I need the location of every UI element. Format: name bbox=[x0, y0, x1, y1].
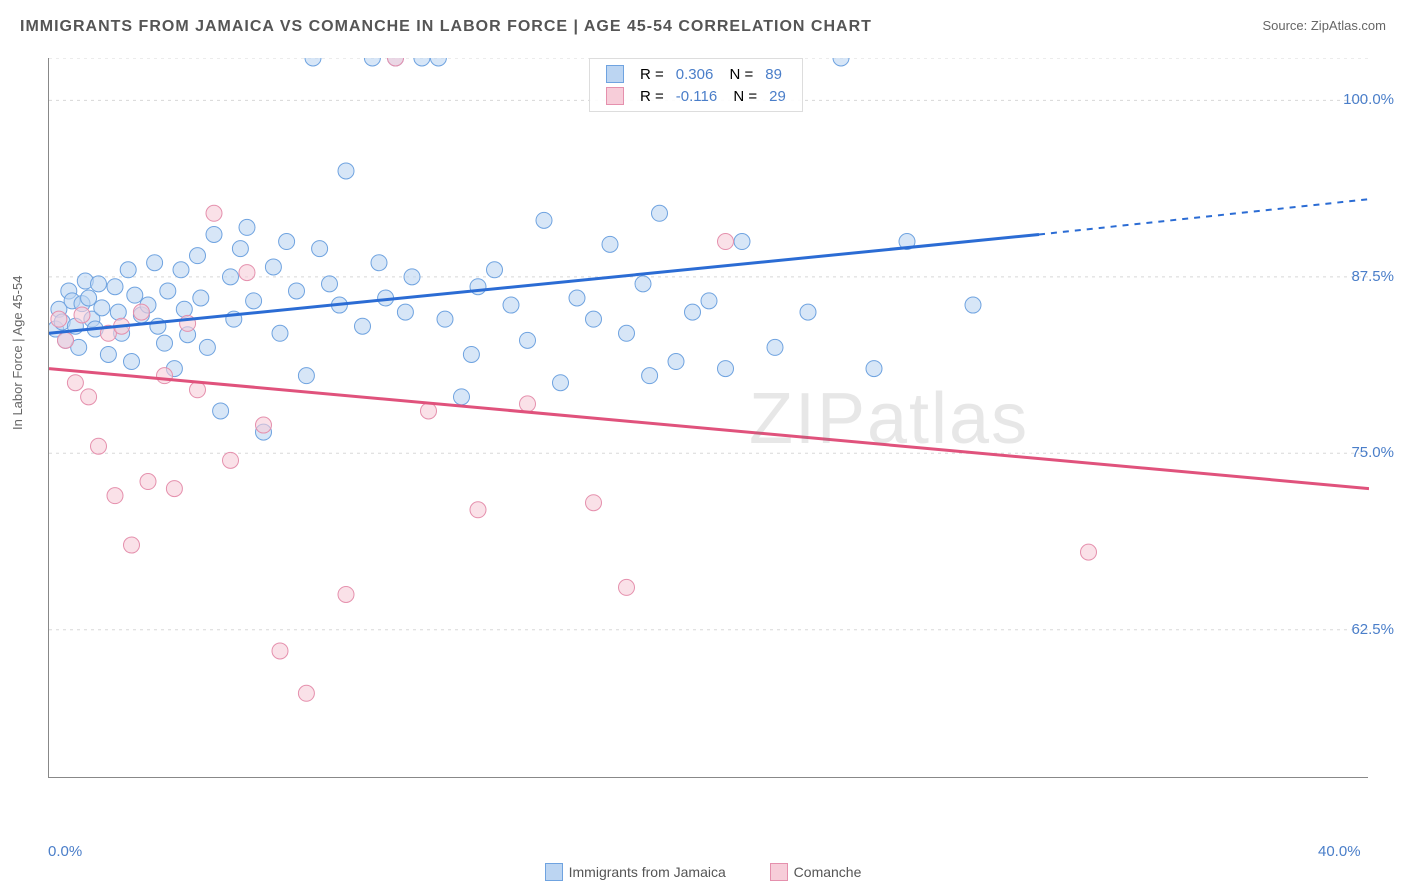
swatch-icon bbox=[770, 863, 788, 881]
stats-row-2: R =-0.116 N =29 bbox=[600, 85, 792, 107]
y-axis-label: In Labor Force | Age 45-54 bbox=[10, 276, 25, 430]
chart-container: IMMIGRANTS FROM JAMAICA VS COMANCHE IN L… bbox=[0, 0, 1406, 892]
swatch-series-1 bbox=[606, 65, 624, 83]
stats-legend: R =0.306 N =89 R =-0.116 N =29 bbox=[589, 58, 803, 112]
legend-item-1: Immigrants from Jamaica bbox=[545, 863, 726, 881]
swatch-icon bbox=[545, 863, 563, 881]
source-link[interactable]: ZipAtlas.com bbox=[1311, 18, 1386, 33]
source-attribution: Source: ZipAtlas.com bbox=[1262, 18, 1386, 33]
chart-svg bbox=[49, 58, 1369, 778]
y-tick-label: 87.5% bbox=[1351, 268, 1394, 285]
legend-item-2: Comanche bbox=[770, 863, 862, 881]
legend-bottom: Immigrants from Jamaica Comanche bbox=[0, 863, 1406, 884]
swatch-series-2 bbox=[606, 87, 624, 105]
y-tick-label: 100.0% bbox=[1343, 91, 1394, 108]
chart-title: IMMIGRANTS FROM JAMAICA VS COMANCHE IN L… bbox=[20, 18, 872, 36]
y-tick-label: 62.5% bbox=[1351, 621, 1394, 638]
stats-row-1: R =0.306 N =89 bbox=[600, 63, 792, 85]
plot-area: ZIPatlas R =0.306 N =89 R =-0.116 N =29 bbox=[48, 58, 1368, 778]
x-tick-label: 40.0% bbox=[1318, 843, 1361, 860]
y-tick-label: 75.0% bbox=[1351, 444, 1394, 461]
x-tick-label: 0.0% bbox=[48, 843, 82, 860]
